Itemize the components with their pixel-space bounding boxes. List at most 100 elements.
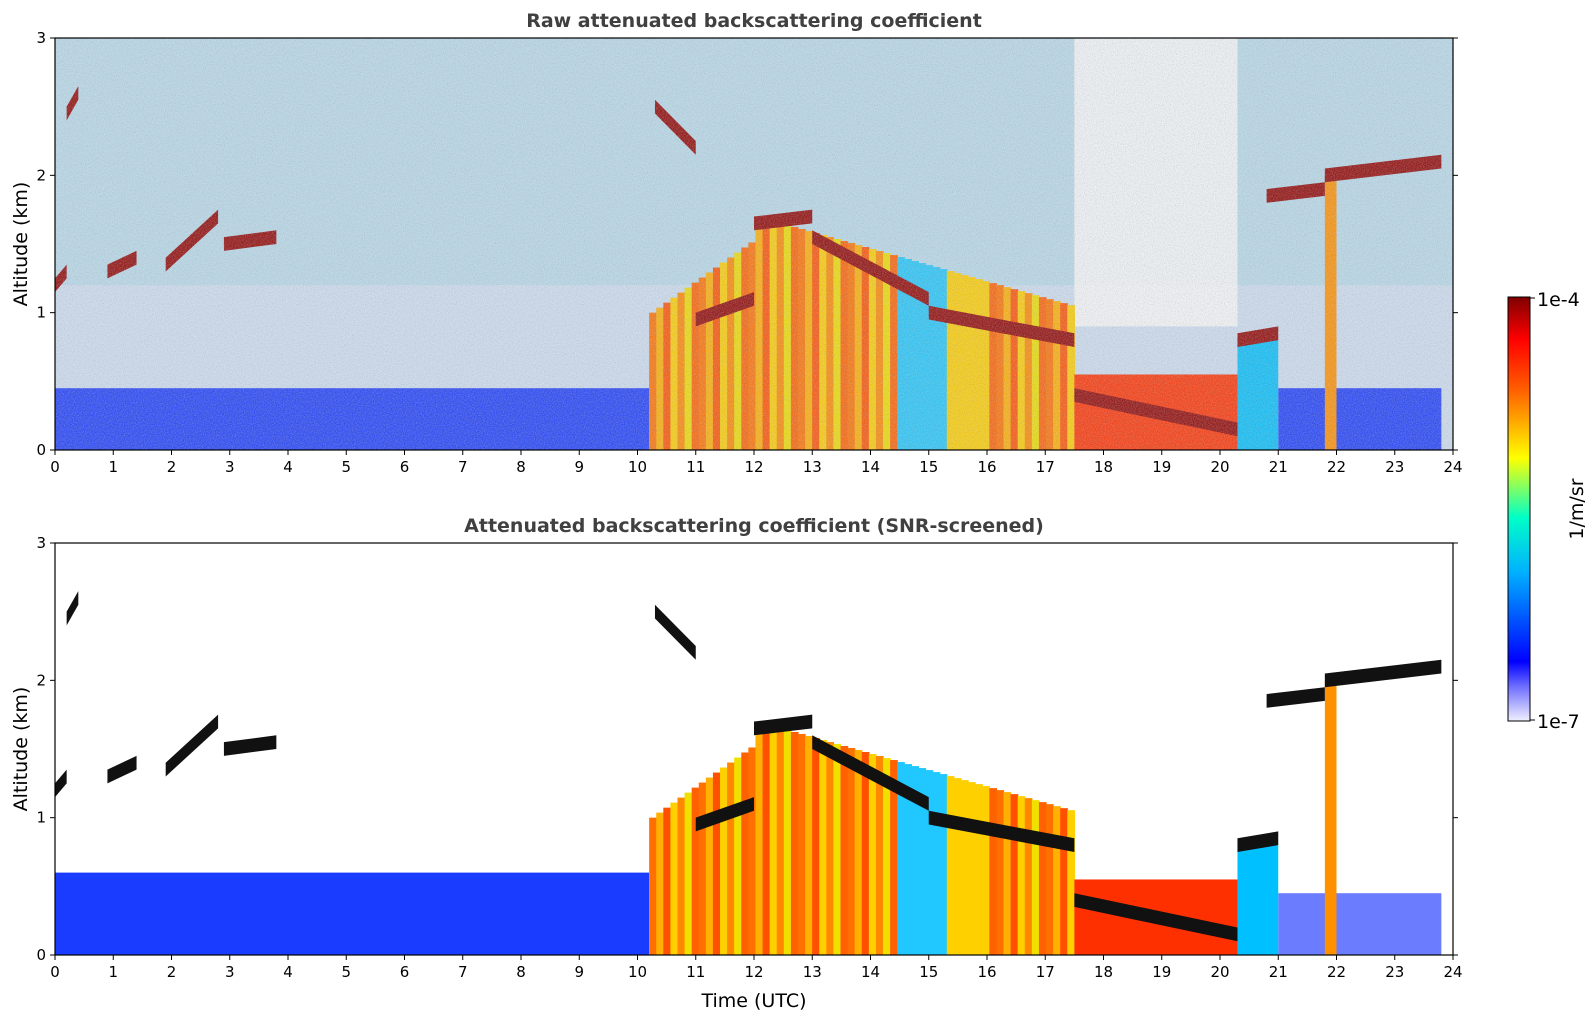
aerosol-column-strip — [677, 797, 686, 955]
x-tick-label: 11 — [686, 458, 705, 476]
panel1-plot-area — [55, 38, 1453, 450]
aerosol-column-strip — [741, 752, 749, 955]
y-tick-label: 1 — [36, 809, 46, 827]
x-tick-label: 8 — [516, 963, 526, 981]
x-tick-label: 2 — [167, 963, 177, 981]
x-tick-label: 15 — [919, 458, 938, 476]
y-tick-label: 2 — [36, 166, 46, 184]
aerosol-column-strip — [939, 774, 948, 955]
x-tick-label: 10 — [628, 458, 647, 476]
x-tick-label: 17 — [1036, 963, 1055, 981]
x-tick-label: 24 — [1443, 963, 1462, 981]
x-tick-label: 22 — [1327, 458, 1346, 476]
cloud-layer — [1237, 831, 1279, 852]
aerosol-column-strip — [989, 788, 998, 955]
colorbar-gradient — [1507, 296, 1531, 722]
aerosol-column-strip — [755, 721, 764, 955]
panel1-heatmap — [55, 38, 1453, 450]
x-tick-label: 5 — [341, 458, 351, 476]
x-tick-label: 15 — [919, 963, 938, 981]
aerosol-column-strip — [1031, 800, 1040, 955]
x-tick-label: 1 — [108, 963, 118, 981]
boundary-layer-early — [55, 872, 650, 955]
x-tick-label: 4 — [283, 963, 293, 981]
cloud-layer — [754, 714, 813, 736]
aerosol-column-strip — [1053, 806, 1061, 955]
cloud-layer — [695, 797, 754, 832]
x-tick-label: 19 — [1152, 963, 1171, 981]
panel2-plot-area — [55, 543, 1453, 955]
aerosol-column-strip — [946, 776, 955, 955]
aerosol-column-strip — [1003, 792, 1012, 955]
aerosol-column-strip — [868, 754, 877, 955]
aerosol-column-strip — [734, 757, 742, 955]
aerosol-column-strip — [663, 807, 672, 955]
x-tick-label: 16 — [977, 963, 996, 981]
x-tick-label: 1 — [108, 458, 118, 476]
x-tick-label: 18 — [1094, 458, 1113, 476]
x-tick-label: 13 — [803, 963, 822, 981]
y-tick-label: 2 — [36, 671, 46, 689]
x-tick-label: 9 — [574, 458, 584, 476]
x-tick-label: 11 — [686, 963, 705, 981]
aerosol-column-strip — [960, 780, 969, 955]
cloud-layer — [107, 755, 137, 784]
panel2-heatmap — [55, 543, 1453, 955]
x-tick-label: 5 — [341, 963, 351, 981]
panel2-title: Attenuated backscattering coefficient (S… — [464, 515, 1044, 537]
y-tick-label: 3 — [36, 29, 46, 47]
x-tick-label: 13 — [803, 458, 822, 476]
cloud-layer — [55, 769, 67, 798]
y-tick-label: 3 — [36, 534, 46, 552]
aerosol-column-strip — [698, 782, 707, 955]
x-tick-label: 24 — [1443, 458, 1462, 476]
x-tick-label: 6 — [400, 963, 410, 981]
noise-texture — [55, 38, 1453, 450]
x-tick-label: 23 — [1385, 963, 1404, 981]
aerosol-column-strip — [1017, 796, 1026, 955]
x-tick-label: 8 — [516, 458, 526, 476]
aerosol-column-strip — [1024, 798, 1033, 955]
aerosol-column-strip — [854, 750, 863, 955]
transition-region — [1237, 845, 1279, 955]
aerosol-column-strip — [975, 784, 983, 955]
aerosol-column-strip — [932, 772, 941, 955]
aerosol-column-strip — [727, 762, 735, 955]
x-tick-label: 19 — [1152, 458, 1171, 476]
cloud-layer — [1324, 659, 1442, 688]
aerosol-column-strip — [996, 790, 1005, 955]
aerosol-column-strip — [875, 756, 884, 955]
colorbar-max-label: 1e-4 — [1537, 289, 1580, 311]
aerosol-column-strip — [918, 768, 927, 955]
cloud-layer — [223, 735, 277, 756]
x-tick-label: 3 — [225, 458, 235, 476]
cloud-layer — [1074, 893, 1238, 942]
aerosol-column-strip — [797, 733, 806, 955]
aerosol-column-strip — [833, 744, 842, 955]
aerosol-column-strip — [1060, 808, 1068, 955]
panel2-axes: 0 1 2 3 4 5 6 7 8 9 10 11 12 13 14 15 16 17 18 19 20 21 22 23 24… — [36, 534, 1462, 981]
cloud-layer — [165, 714, 219, 777]
y-tick-label: 0 — [36, 441, 46, 459]
x-tick-label: 12 — [744, 963, 763, 981]
colorbar-label: 1/m/sr — [1566, 478, 1588, 539]
colorbar-min-label: 1e-7 — [1537, 711, 1580, 733]
cloud-layer — [928, 810, 1075, 852]
x-tick-label: 12 — [744, 458, 763, 476]
aerosol-column-strip — [861, 752, 870, 955]
x-tick-label: 0 — [50, 458, 60, 476]
aerosol-column-strip — [769, 725, 778, 955]
aerosol-column-strip — [748, 747, 757, 955]
x-tick-label: 9 — [574, 963, 584, 981]
x-tick-label: 18 — [1094, 963, 1113, 981]
aerosol-column-strip — [883, 758, 891, 955]
x-tick-label: 21 — [1269, 458, 1288, 476]
aerosol-column-strip — [890, 760, 898, 955]
aerosol-column-strip — [783, 729, 792, 955]
cloud-layer — [812, 735, 929, 811]
aerosol-column-strip — [712, 772, 721, 955]
aerosol-column-strip — [904, 764, 912, 955]
aerosol-column-strip — [670, 802, 679, 955]
y-tick-label: 0 — [36, 946, 46, 964]
x-tick-label: 21 — [1269, 963, 1288, 981]
